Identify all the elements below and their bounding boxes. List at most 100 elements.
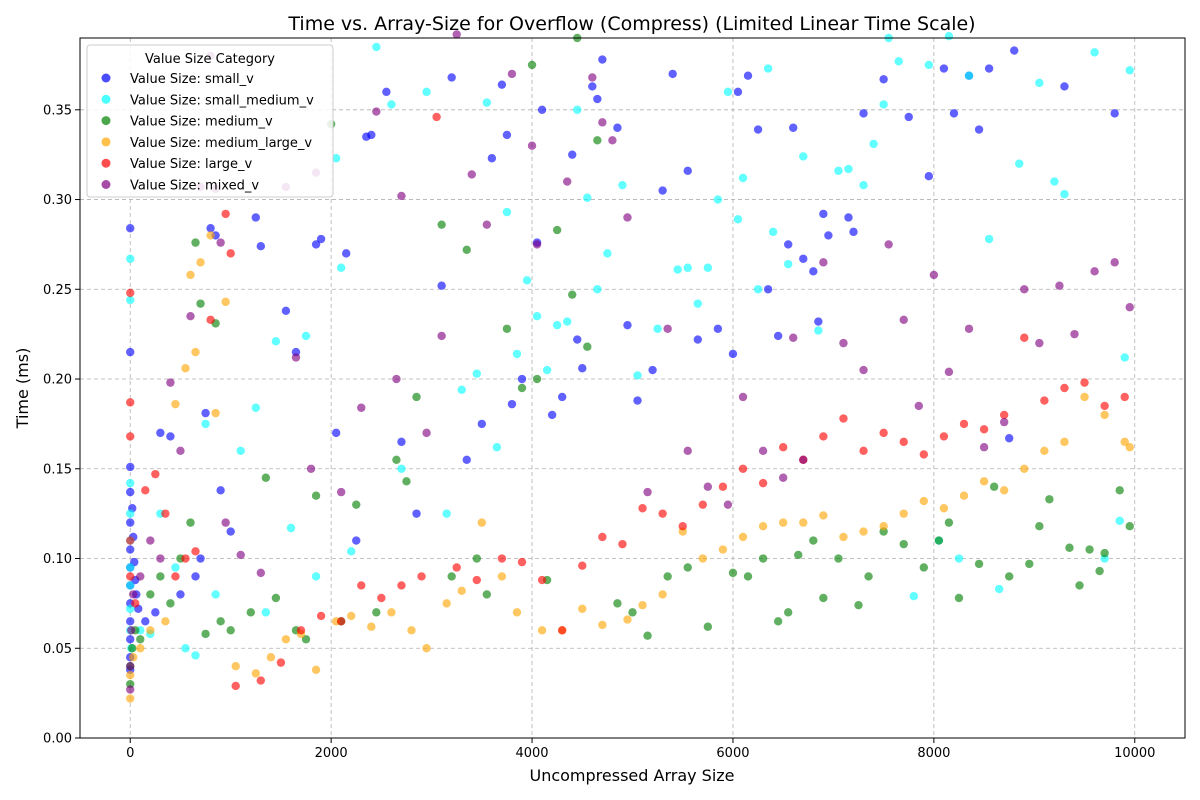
data-point xyxy=(658,590,667,599)
data-point xyxy=(834,166,843,176)
legend-marker xyxy=(101,116,111,126)
data-point xyxy=(126,509,135,518)
data-point xyxy=(728,568,738,578)
y-tick-label: 0.35 xyxy=(43,103,72,118)
data-point xyxy=(618,180,627,190)
data-point xyxy=(1115,486,1124,495)
data-point xyxy=(226,527,235,536)
data-point xyxy=(819,593,828,603)
data-point xyxy=(799,518,808,527)
data-point xyxy=(598,532,607,542)
data-point xyxy=(156,572,165,581)
data-point xyxy=(1095,566,1104,576)
data-point xyxy=(216,238,225,247)
x-tick-label: 2000 xyxy=(315,746,348,761)
data-point xyxy=(799,152,808,161)
data-point xyxy=(126,662,135,671)
y-tick-label: 0.05 xyxy=(43,642,72,657)
data-point xyxy=(944,32,954,41)
data-point xyxy=(126,581,135,590)
data-point xyxy=(497,572,507,581)
data-point xyxy=(839,338,848,348)
data-point xyxy=(281,635,291,644)
data-point xyxy=(794,550,803,560)
data-point xyxy=(718,482,728,491)
data-point xyxy=(412,509,421,518)
data-point xyxy=(136,635,145,644)
data-point xyxy=(1035,78,1044,88)
data-point xyxy=(166,432,175,441)
data-point xyxy=(979,477,989,486)
data-point xyxy=(633,371,642,380)
data-point xyxy=(236,550,245,560)
data-point xyxy=(819,209,828,219)
data-point xyxy=(316,611,326,621)
data-point xyxy=(191,572,200,581)
data-point xyxy=(578,364,587,373)
data-point xyxy=(231,662,240,671)
data-point xyxy=(859,527,868,536)
data-point xyxy=(497,554,507,563)
data-point xyxy=(482,220,492,229)
data-point xyxy=(768,227,778,237)
data-point xyxy=(929,270,939,280)
data-point xyxy=(236,446,245,456)
data-point xyxy=(1035,522,1044,531)
data-point xyxy=(819,511,828,520)
data-point xyxy=(698,554,708,563)
data-point xyxy=(799,254,808,263)
data-point xyxy=(472,369,481,378)
y-tick-label: 0.25 xyxy=(43,283,72,298)
x-tick-label: 6000 xyxy=(716,746,749,761)
data-point xyxy=(1005,434,1014,443)
data-point xyxy=(186,518,195,527)
data-point xyxy=(256,676,266,685)
data-point xyxy=(964,71,974,80)
y-tick-label: 0.15 xyxy=(43,462,72,477)
data-point xyxy=(437,281,446,290)
data-point xyxy=(311,491,321,500)
data-point xyxy=(146,626,155,635)
data-point xyxy=(753,285,763,294)
data-point xyxy=(1085,545,1094,554)
data-point xyxy=(176,446,185,456)
data-point xyxy=(201,419,210,429)
data-point xyxy=(1120,437,1129,447)
data-point xyxy=(126,604,135,613)
data-point xyxy=(864,572,873,581)
data-point xyxy=(834,554,843,563)
data-point xyxy=(226,626,235,635)
data-point xyxy=(512,349,522,359)
data-point xyxy=(1055,281,1064,290)
data-point xyxy=(703,622,713,631)
data-point xyxy=(778,473,788,482)
data-point xyxy=(251,213,260,222)
data-point xyxy=(758,554,768,563)
data-point xyxy=(849,227,858,237)
data-point xyxy=(789,123,798,132)
data-point xyxy=(221,297,230,307)
data-point xyxy=(944,518,954,527)
data-point xyxy=(171,399,180,409)
data-point xyxy=(909,592,918,601)
data-point xyxy=(166,378,175,387)
data-point xyxy=(663,572,672,581)
data-point xyxy=(773,617,783,626)
data-point xyxy=(191,347,200,357)
data-point xyxy=(1075,581,1084,590)
data-point xyxy=(713,324,723,333)
data-point xyxy=(517,557,527,567)
data-point xyxy=(743,572,753,581)
data-point xyxy=(136,572,145,581)
legend-marker xyxy=(101,73,111,83)
data-point xyxy=(231,681,240,691)
data-point xyxy=(372,107,381,116)
data-point xyxy=(382,87,391,97)
data-point xyxy=(126,536,135,545)
data-point xyxy=(492,443,502,452)
data-point xyxy=(457,586,466,596)
data-point xyxy=(186,270,195,280)
data-point xyxy=(588,73,597,82)
data-point xyxy=(728,349,738,359)
data-point xyxy=(623,615,632,624)
